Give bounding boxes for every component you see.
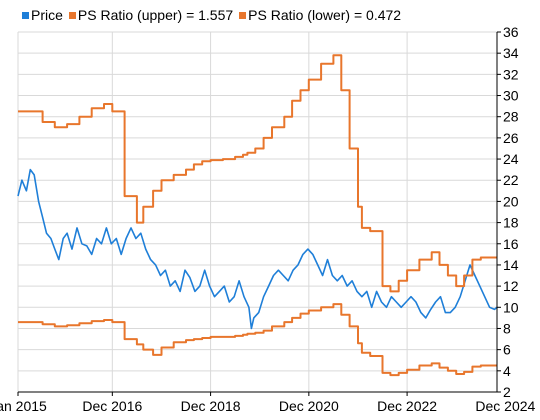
series-line-ps-ratio-upper-1-557 — [18, 54, 497, 293]
x-tick-label: Jan 2015 — [0, 398, 47, 414]
legend-item-ps-upper: PS Ratio (upper) = 1.557 — [68, 6, 234, 24]
chart-legend: Price PS Ratio (upper) = 1.557 PS Ratio … — [22, 6, 401, 24]
legend-item-price: Price — [22, 6, 63, 24]
y-tick-label: 28 — [503, 109, 519, 125]
series-line-price — [17, 168, 498, 330]
y-tick-label: 8 — [503, 320, 511, 336]
x-tick-label: Dec 2024 — [475, 398, 535, 414]
y-tick-label: 34 — [503, 45, 519, 61]
y-tick-label: 32 — [503, 66, 519, 82]
legend-label-ps-lower: PS Ratio (lower) = 0.472 — [248, 7, 402, 23]
y-tick-label: 14 — [503, 257, 519, 273]
y-tick-label: 12 — [503, 278, 519, 294]
y-tick-label: 24 — [503, 151, 519, 167]
y-tick-label: 36 — [503, 24, 519, 40]
y-tick-label: 20 — [503, 193, 519, 209]
series-line-ps-ratio-lower-0-472 — [18, 303, 497, 377]
y-tick-label: 18 — [503, 215, 519, 231]
y-tick-label: 30 — [503, 88, 519, 104]
y-tick-label: 2 — [503, 384, 511, 400]
legend-label-price: Price — [31, 7, 63, 23]
legend-item-ps-lower: PS Ratio (lower) = 0.472 — [239, 6, 401, 24]
y-tick-label: 16 — [503, 236, 519, 252]
y-tick-label: 10 — [503, 299, 519, 315]
y-tick-label: 26 — [503, 130, 519, 146]
x-tick-label: Dec 2018 — [181, 398, 241, 414]
legend-swatch-price — [22, 11, 29, 19]
legend-swatch-ps-lower — [239, 11, 247, 19]
legend-label-ps-upper: PS Ratio (upper) = 1.557 — [77, 7, 234, 23]
x-tick-label: Dec 2022 — [377, 398, 437, 414]
y-tick-label: 22 — [503, 172, 519, 188]
legend-swatch-ps-upper — [68, 11, 76, 19]
x-tick-label: Dec 2016 — [82, 398, 142, 414]
y-tick-label: 4 — [503, 363, 511, 379]
x-tick-label: Dec 2020 — [279, 398, 339, 414]
y-tick-label: 6 — [503, 342, 511, 358]
